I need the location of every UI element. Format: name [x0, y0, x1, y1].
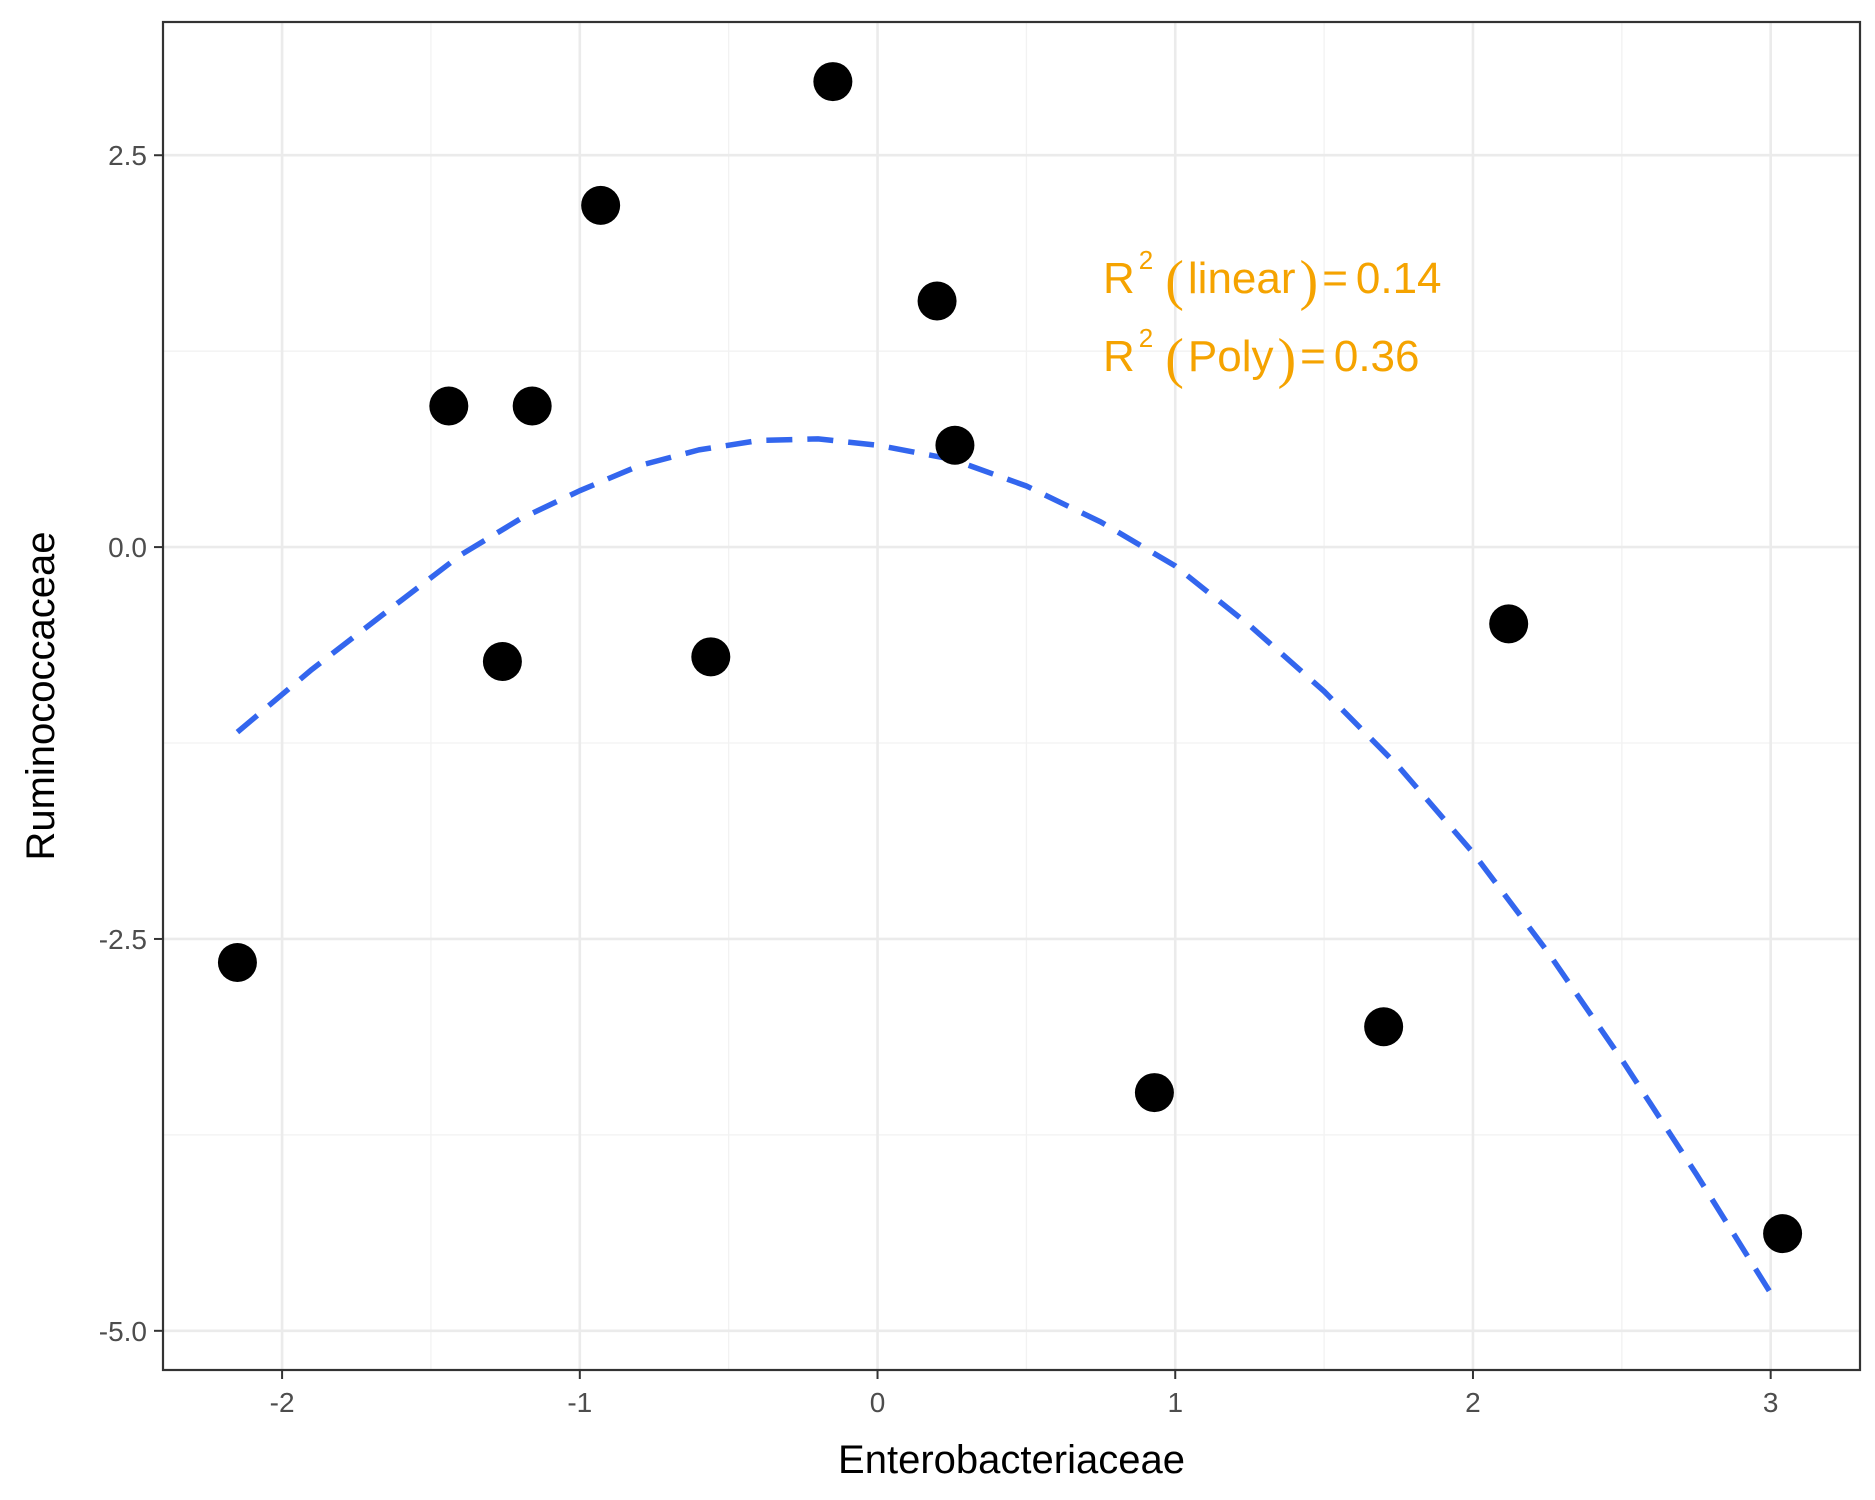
x-axis-title: Enterobacteriaceae: [838, 1438, 1185, 1482]
annotation-linear-open-paren: (: [1165, 250, 1184, 312]
x-tick-label: -1: [567, 1387, 592, 1418]
data-point: [935, 425, 975, 465]
annotation-poly-open-paren: (: [1165, 328, 1184, 390]
annotation-poly-sup: 2: [1139, 323, 1153, 353]
y-axis-ticks: -5.0 -2.5 0.0 2.5: [99, 140, 163, 1347]
x-tick-label: -2: [270, 1387, 295, 1418]
panel-border: [161, 20, 1862, 1372]
data-point: [1364, 1007, 1404, 1047]
x-tick-label: 2: [1465, 1387, 1481, 1418]
annotation-linear: R 2 ( linear ) = 0.14: [1103, 245, 1442, 312]
annotation-linear-value: 0.14: [1356, 254, 1442, 303]
data-point: [1134, 1073, 1174, 1113]
y-tick-label: -5.0: [99, 1316, 147, 1347]
annotation-poly-close-paren: ): [1278, 328, 1297, 390]
major-grid: [163, 22, 1860, 1370]
data-point: [581, 185, 621, 225]
y-tick-label: -2.5: [99, 924, 147, 955]
data-point: [917, 281, 957, 321]
data-point: [217, 942, 257, 982]
annotation-poly: R 2 ( Poly ) = 0.36: [1103, 323, 1420, 390]
annotation-linear-eq: =: [1322, 254, 1348, 303]
annotation-linear-close-paren: ): [1300, 250, 1319, 312]
data-point: [1489, 604, 1529, 644]
annotation-linear-name: linear: [1188, 254, 1296, 303]
data-point: [429, 386, 469, 426]
y-tick-label: 2.5: [108, 140, 147, 171]
data-point: [691, 637, 731, 677]
data-point: [482, 642, 522, 682]
minor-grid: [163, 22, 1860, 1370]
y-axis-title: Ruminococcaceae: [19, 531, 63, 860]
annotation-poly-value: 0.36: [1334, 332, 1420, 381]
annotation-linear-sup: 2: [1139, 245, 1153, 275]
x-axis-ticks: -2 -1 0 1 2 3: [270, 1370, 1779, 1418]
annotation-poly-name: Poly: [1188, 332, 1274, 381]
data-point: [1763, 1214, 1803, 1254]
x-tick-label: 0: [870, 1387, 886, 1418]
x-tick-label: 3: [1763, 1387, 1779, 1418]
annotation-linear-r: R: [1103, 254, 1135, 303]
y-tick-label: 0.0: [108, 532, 147, 563]
data-point: [512, 386, 552, 426]
annotation-poly-r: R: [1103, 332, 1135, 381]
x-tick-label: 1: [1167, 1387, 1183, 1418]
points-layer: [217, 62, 1803, 1254]
data-point: [813, 62, 853, 102]
annotation-poly-eq: =: [1300, 332, 1326, 381]
